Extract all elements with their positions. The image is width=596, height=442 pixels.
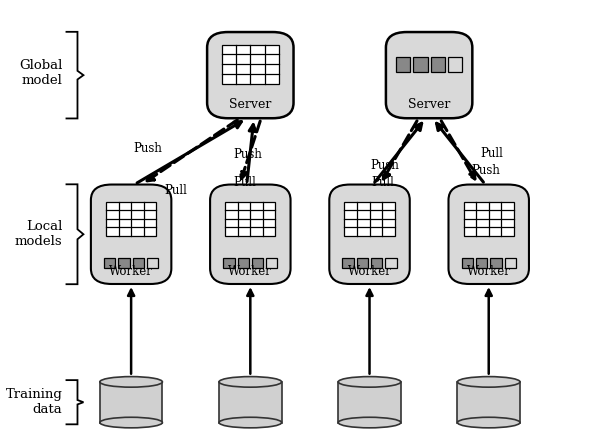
Bar	[414, 57, 428, 72]
Ellipse shape	[219, 417, 282, 428]
Bar	[132, 258, 144, 268]
Bar	[339, 382, 401, 423]
Text: Pull: Pull	[233, 175, 256, 189]
Ellipse shape	[100, 377, 162, 387]
Text: Training
data: Training data	[6, 388, 63, 416]
Text: Server: Server	[229, 98, 272, 111]
Bar	[448, 57, 462, 72]
Bar	[356, 258, 368, 268]
Bar	[371, 258, 383, 268]
Bar	[100, 382, 162, 423]
Bar	[223, 258, 235, 268]
Ellipse shape	[457, 417, 520, 428]
Bar	[222, 45, 279, 84]
Ellipse shape	[338, 377, 401, 387]
Bar	[461, 258, 473, 268]
Bar	[266, 258, 278, 268]
Bar	[430, 57, 445, 72]
Bar	[118, 258, 129, 268]
Text: Local
models: Local models	[15, 220, 63, 248]
Text: Worker: Worker	[347, 265, 392, 278]
Text: Pull: Pull	[164, 183, 187, 197]
Bar	[237, 258, 249, 268]
Text: Pull: Pull	[480, 147, 503, 160]
Text: Worker: Worker	[109, 265, 153, 278]
Text: Push: Push	[370, 159, 399, 172]
FancyBboxPatch shape	[386, 32, 472, 118]
Bar	[464, 202, 514, 236]
FancyBboxPatch shape	[210, 184, 291, 284]
Text: Push: Push	[134, 141, 162, 155]
Bar	[342, 258, 354, 268]
Bar	[106, 202, 156, 236]
FancyBboxPatch shape	[448, 184, 529, 284]
FancyBboxPatch shape	[329, 184, 410, 284]
FancyBboxPatch shape	[91, 184, 172, 284]
Ellipse shape	[100, 417, 162, 428]
Bar	[476, 258, 488, 268]
Bar	[225, 202, 275, 236]
Bar	[396, 57, 410, 72]
Bar	[219, 382, 282, 423]
Text: Pull: Pull	[371, 175, 394, 189]
Text: Worker: Worker	[467, 265, 511, 278]
Bar	[386, 258, 397, 268]
Bar	[504, 258, 516, 268]
Bar	[457, 382, 520, 423]
Text: Push: Push	[471, 164, 500, 177]
Bar	[252, 258, 263, 268]
Text: Global
model: Global model	[19, 59, 63, 87]
Ellipse shape	[457, 377, 520, 387]
Bar	[344, 202, 395, 236]
Ellipse shape	[219, 377, 282, 387]
Text: Server: Server	[408, 98, 451, 111]
Bar	[490, 258, 501, 268]
Text: Push: Push	[233, 148, 262, 161]
Text: Worker: Worker	[228, 265, 272, 278]
Bar	[147, 258, 159, 268]
FancyBboxPatch shape	[207, 32, 293, 118]
Ellipse shape	[338, 417, 401, 428]
Bar	[104, 258, 115, 268]
